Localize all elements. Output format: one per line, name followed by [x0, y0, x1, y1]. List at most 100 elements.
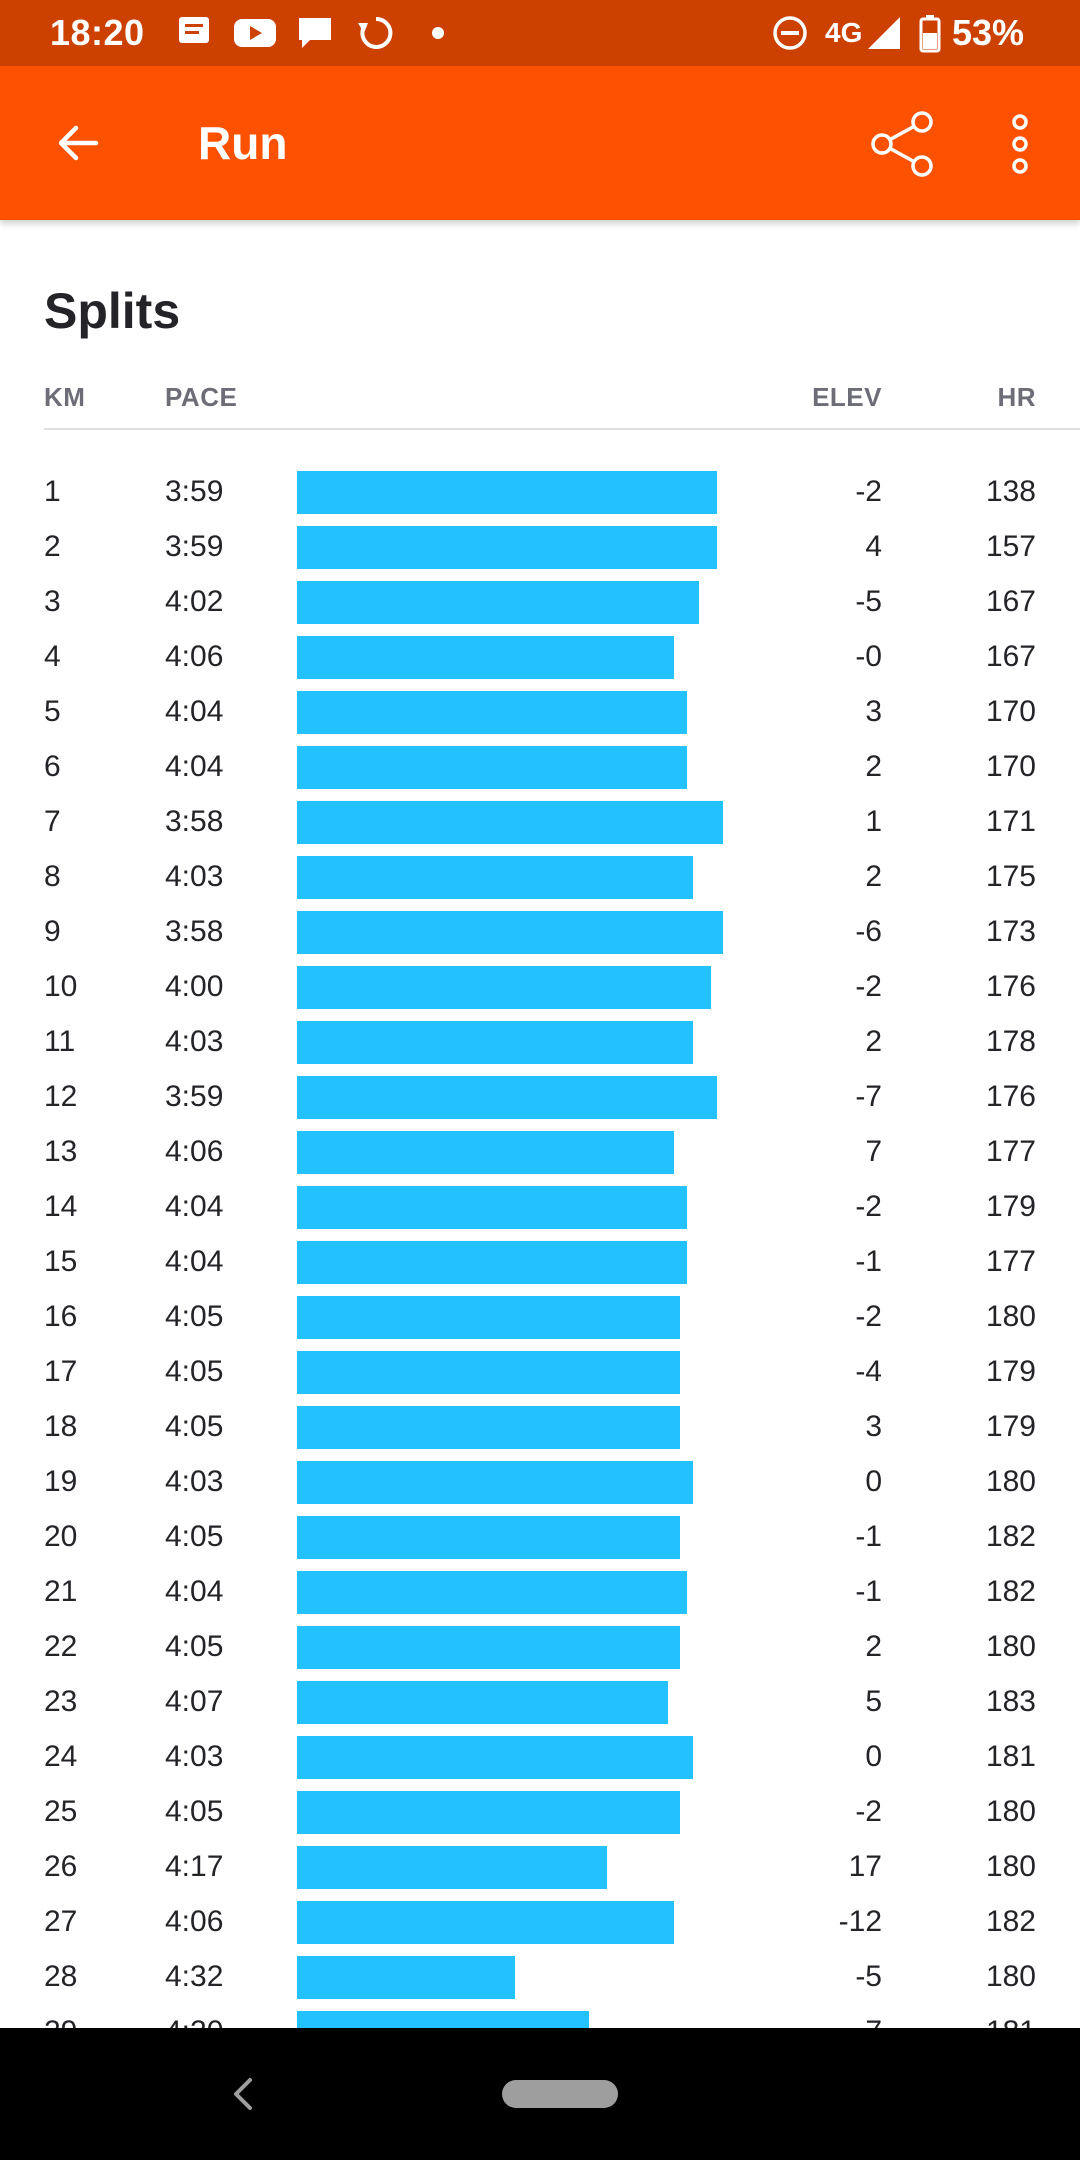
split-elevation: 2: [865, 750, 882, 783]
pace-bar: [297, 1846, 607, 1889]
split-heart-rate: 180: [985, 1630, 1036, 1663]
split-heart-rate: 179: [985, 1190, 1036, 1223]
split-elevation: 2: [865, 1025, 882, 1058]
split-elevation: 7: [865, 1135, 882, 1168]
split-pace: 4:05: [165, 1795, 224, 1828]
dnd-icon: [773, 16, 807, 50]
back-button[interactable]: [48, 113, 108, 173]
split-km: 5: [44, 695, 61, 728]
split-km: 27: [44, 1905, 78, 1938]
split-elevation: -2: [855, 1300, 882, 1333]
split-pace: 4:04: [165, 750, 224, 783]
nav-back-icon[interactable]: [222, 2072, 266, 2116]
split-elevation: -4: [855, 1355, 882, 1388]
split-pace: 3:58: [165, 805, 224, 838]
split-pace: 4:17: [165, 1850, 224, 1883]
pace-bar: [297, 1186, 687, 1229]
column-header-pace: PACE: [165, 382, 238, 412]
split-heart-rate: 181: [986, 2004, 1036, 2028]
column-header-hr: HR: [997, 382, 1036, 412]
split-heart-rate: 176: [985, 1080, 1036, 1113]
split-km: 17: [44, 1355, 78, 1388]
split-heart-rate: 182: [985, 1520, 1036, 1553]
pace-bar: [297, 636, 674, 679]
split-km: 25: [44, 1795, 78, 1828]
split-elevation: -5: [855, 585, 882, 618]
split-row: 20 4:05 -1 182: [0, 1509, 1080, 1564]
split-pace: 4:00: [165, 970, 224, 1003]
battery-icon: [919, 15, 941, 53]
split-row: 22 4:05 2 180: [0, 1619, 1080, 1674]
split-pace: 4:03: [165, 860, 224, 893]
split-heart-rate: 183: [985, 1685, 1036, 1718]
youtube-icon: [234, 19, 276, 47]
split-pace: 4:04: [165, 1575, 224, 1608]
split-elevation: 0: [865, 1465, 882, 1498]
split-heart-rate: 173: [985, 915, 1036, 948]
split-elevation: -7: [855, 1080, 882, 1113]
home-pill-icon[interactable]: [502, 2080, 618, 2108]
share-icon: [871, 111, 933, 177]
chat-icon: [299, 18, 331, 48]
split-km: 22: [44, 1630, 78, 1663]
split-heart-rate: 157: [985, 530, 1036, 563]
split-row: 13 4:06 7 177: [0, 1124, 1080, 1179]
split-row: 11 4:03 2 178: [0, 1014, 1080, 1069]
pace-bar: [297, 856, 693, 899]
split-heart-rate: 175: [985, 860, 1036, 893]
split-km: 19: [44, 1465, 78, 1498]
split-heart-rate: 138: [985, 475, 1036, 508]
message-icon: [179, 17, 209, 43]
navigation-bar: [0, 2028, 1080, 2160]
pace-bar: [297, 1131, 674, 1174]
split-row: 12 3:59 -7 176: [0, 1069, 1080, 1124]
splits-table: 1 3:59 -2 138 2 3:59 4 157 3 4:02 -5 167 4 4:06 -0 167 5…: [0, 464, 1080, 2028]
pace-bar: [297, 691, 687, 734]
pace-bar: [297, 1241, 687, 1284]
split-km: 10: [44, 970, 78, 1003]
split-row: 7 3:58 1 171: [0, 794, 1080, 849]
column-header-elev: ELEV: [812, 382, 882, 412]
split-pace: 4:04: [165, 1190, 224, 1223]
splits-content[interactable]: Splits KM PACE ELEV HR 1 3:59 -2 138 2 3:59 4 1…: [0, 220, 1080, 2028]
split-heart-rate: 180: [985, 1795, 1036, 1828]
split-pace: 4:04: [165, 695, 224, 728]
split-pace: 3:58: [165, 915, 224, 948]
split-pace: 4:02: [165, 585, 224, 618]
split-pace: 4:06: [165, 1905, 224, 1938]
split-heart-rate: 177: [985, 1135, 1036, 1168]
split-pace: 3:59: [165, 1080, 224, 1113]
split-elevation: 4: [865, 530, 882, 563]
split-elevation: -0: [855, 640, 882, 673]
share-button[interactable]: [866, 108, 938, 180]
split-km: 29: [44, 2004, 77, 2028]
more-options-button[interactable]: [990, 108, 1050, 180]
split-row: 29 4:20 7 181: [0, 2004, 1080, 2028]
split-pace: 4:05: [165, 1520, 224, 1553]
split-km: 13: [44, 1135, 78, 1168]
pace-bar: [297, 1956, 515, 1999]
pace-bar: [297, 1461, 693, 1504]
pace-bar: [297, 581, 699, 624]
battery-percent: 53%: [952, 12, 1025, 53]
split-km: 28: [44, 1960, 78, 1993]
split-pace: 4:03: [165, 1465, 224, 1498]
pace-bar: [297, 911, 723, 954]
split-km: 14: [44, 1190, 78, 1223]
split-pace: 3:59: [165, 475, 224, 508]
pace-bar: [297, 2011, 589, 2028]
split-heart-rate: 171: [985, 805, 1036, 838]
split-pace: 4:32: [165, 1960, 224, 1993]
split-km: 15: [44, 1245, 78, 1278]
split-row: 27 4:06 -12 182: [0, 1894, 1080, 1949]
split-row: 9 3:58 -6 173: [0, 904, 1080, 959]
split-elevation: 2: [865, 1630, 882, 1663]
pace-bar: [297, 526, 717, 569]
split-heart-rate: 167: [985, 640, 1036, 673]
split-km: 21: [44, 1575, 78, 1608]
split-heart-rate: 170: [985, 695, 1036, 728]
sync-icon: [358, 16, 393, 49]
pace-bar: [297, 801, 723, 844]
split-pace: 4:03: [165, 1740, 224, 1773]
split-row: 25 4:05 -2 180: [0, 1784, 1080, 1839]
